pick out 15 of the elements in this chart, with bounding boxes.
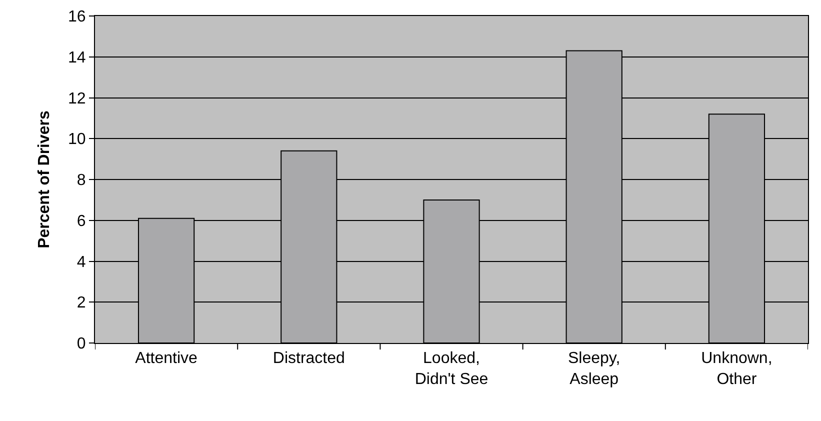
x-tick-label: Attentive xyxy=(135,350,198,368)
y-tick-label: 8 xyxy=(76,172,86,190)
y-tick-label: 6 xyxy=(76,212,86,230)
x-tick-label: Unknown, Other xyxy=(701,350,772,388)
y-tick-label: 14 xyxy=(68,49,86,66)
y-tick-label: 4 xyxy=(76,254,86,271)
y-tick-label: 10 xyxy=(68,131,86,148)
x-tick-label: Sleepy, Asleep xyxy=(568,350,620,388)
y-tick-label: 2 xyxy=(76,294,86,312)
x-tick-label: Distracted xyxy=(272,350,345,368)
y-tick-label: 12 xyxy=(68,90,86,108)
y-axis-title: Percent of Drivers xyxy=(36,110,53,248)
y-tick-label: 0 xyxy=(76,336,86,353)
x-tick-label: Looked, Didn't See xyxy=(414,350,488,388)
y-tick-label: 16 xyxy=(68,8,86,26)
